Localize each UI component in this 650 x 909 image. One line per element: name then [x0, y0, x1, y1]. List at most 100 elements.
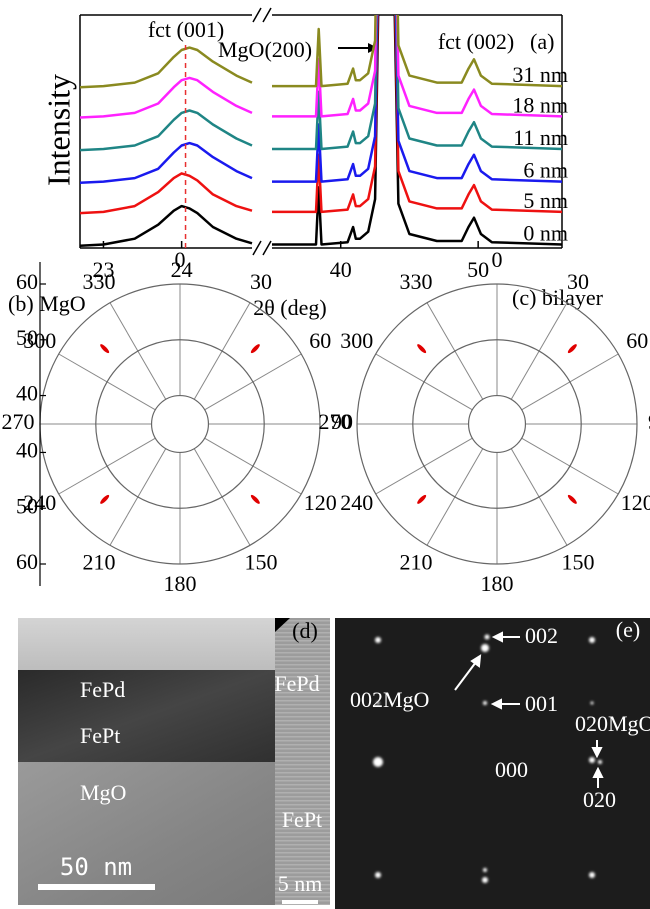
- layer-label: FePd: [80, 677, 125, 702]
- theta-tick-label: 240: [340, 490, 373, 515]
- arrow-head: [592, 766, 604, 778]
- grid-circle: [412, 339, 582, 509]
- corner: [275, 618, 290, 632]
- annotation: fct (002): [438, 29, 514, 54]
- theta-tick-label: 150: [245, 549, 278, 574]
- spot: [589, 757, 595, 763]
- inset-label: FePd: [274, 671, 319, 696]
- grid-circle: [467, 394, 527, 454]
- layer-label: MgO: [80, 780, 126, 805]
- spot: [375, 872, 381, 878]
- axis-break: [262, 240, 272, 256]
- panel-label: (d): [292, 618, 318, 643]
- r-tick-label: 40: [16, 381, 38, 406]
- x-tick-label: 50: [467, 257, 489, 282]
- panel-label: (a): [530, 29, 554, 54]
- x-tick-label: 23: [92, 257, 114, 282]
- series-line: [80, 15, 562, 89]
- theta-tick-label: 90: [648, 409, 650, 434]
- theta-tick-label: 270: [319, 409, 352, 434]
- capping-layer: [18, 618, 275, 670]
- spot-label: 002: [525, 623, 558, 648]
- spot-label: 000: [495, 757, 528, 782]
- grid-circle: [95, 339, 265, 509]
- scale-bar: [282, 900, 318, 904]
- inset-label: FePt: [282, 807, 322, 832]
- theta-tick-label: 30: [567, 269, 589, 294]
- panel-e: (e) 002 002MgO 001 020MgO 000 020: [335, 617, 650, 909]
- grid-circle: [356, 283, 638, 565]
- grid-circle: [150, 394, 210, 454]
- theta-tick-label: 180: [481, 571, 514, 596]
- theta-tick-label: 300: [340, 328, 373, 353]
- spot: [373, 757, 383, 767]
- spot: [589, 872, 595, 878]
- spot: [482, 877, 488, 883]
- arrow-head: [491, 631, 503, 643]
- theta-tick-label: 90: [331, 409, 353, 434]
- spot: [484, 634, 490, 640]
- theta-tick-label: 210: [83, 549, 116, 574]
- theta-tick-label: 30: [250, 269, 272, 294]
- spot-label: 020: [583, 787, 616, 812]
- series-label: 31 nm: [512, 62, 568, 87]
- r-tick-label: 50: [16, 493, 38, 518]
- x-axis-label: 2θ (deg): [253, 295, 326, 320]
- spot: [481, 644, 489, 652]
- theta-tick-label: 150: [562, 549, 595, 574]
- scale-bar-label: 50 nm: [60, 853, 132, 881]
- theta-tick-label: 60: [626, 328, 648, 353]
- spot: [250, 494, 260, 504]
- separator: [330, 618, 335, 909]
- series-label: 18 nm: [512, 92, 568, 117]
- spot-label: 001: [525, 691, 558, 716]
- axis-break: [262, 7, 272, 23]
- spot: [417, 494, 427, 504]
- series-label: 0 nm: [523, 221, 568, 246]
- spot-label: 002MgO: [350, 687, 429, 712]
- theta-tick-label: 180: [164, 571, 197, 596]
- lines: [80, 15, 562, 247]
- series-line: [80, 15, 562, 185]
- film-layer: [18, 670, 275, 762]
- theta-tick-label: 120: [304, 490, 337, 515]
- arrow-head: [470, 654, 482, 668]
- arrow-head: [591, 747, 603, 759]
- arrows: [454, 631, 604, 788]
- inset-image: [275, 618, 330, 905]
- panel-title: (b) MgO: [8, 291, 86, 316]
- spot-label: 020MgO: [575, 711, 650, 736]
- spot: [598, 760, 602, 764]
- scale-bar-label: 5 nm: [278, 871, 323, 896]
- spot: [250, 344, 260, 354]
- layer-label: FePt: [80, 723, 120, 748]
- spot: [590, 701, 594, 705]
- theta-tick-label: 210: [400, 549, 433, 574]
- axis-break: [252, 7, 262, 23]
- spot: [589, 637, 595, 643]
- spot: [376, 701, 380, 705]
- r-tick-label: 50: [16, 325, 38, 350]
- theta-tick-label: 0: [175, 247, 186, 272]
- theta-tick-label: 330: [400, 269, 433, 294]
- r-tick-label: 60: [16, 549, 38, 574]
- spot: [100, 494, 110, 504]
- y-axis-label: Intensity: [40, 74, 76, 186]
- spot: [100, 344, 110, 354]
- theta-tick-label: 120: [621, 490, 650, 515]
- arrow-head: [490, 698, 502, 710]
- series-line: [80, 15, 562, 247]
- theta-tick-label: 0: [492, 247, 503, 272]
- x-tick-label: 40: [330, 257, 352, 282]
- panel-d: (d) FePd FePt MgO 50 nm FePd FePt 5 nm: [18, 618, 330, 905]
- spot: [483, 868, 487, 872]
- arrow: [454, 661, 477, 691]
- series-label: 5 nm: [523, 188, 568, 213]
- spots: [373, 634, 602, 883]
- r-tick-label: 60: [16, 269, 38, 294]
- substrate-layer: [18, 762, 275, 905]
- spot: [567, 494, 577, 504]
- series-line: [80, 15, 562, 215]
